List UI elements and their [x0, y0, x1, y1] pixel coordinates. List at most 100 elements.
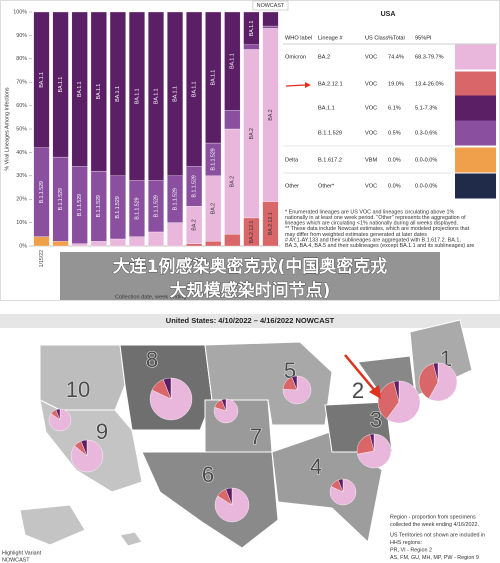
y-tick-label: 70%	[16, 80, 27, 86]
hawaii-shape	[119, 531, 143, 547]
pie-slice	[428, 362, 458, 402]
bar-segment	[71, 11, 88, 167]
table-cell: VOC	[365, 105, 377, 111]
side-label: Highlight Variant	[2, 550, 42, 556]
bar-segment	[224, 234, 241, 247]
footnote-line: # AY.1-AY.133 and their sublineages are …	[285, 237, 461, 243]
segment-label: BA.2	[211, 203, 217, 214]
color-swatch	[455, 44, 496, 70]
pie-slice	[55, 408, 61, 421]
bar-segment	[148, 231, 164, 247]
pie-slice	[225, 487, 233, 506]
segment-label: BA.2.12.1	[249, 220, 255, 243]
table-cell: BA.2.12.1	[318, 81, 343, 87]
table-cell: 5.1-7.3%	[415, 105, 437, 111]
segment-label: B.1.1.529	[115, 196, 121, 218]
table-cell: VOC	[365, 130, 377, 136]
y-tick-label: 0%	[19, 243, 27, 249]
table-cell: 13.4-26.0%	[415, 81, 444, 87]
segment-label: B.1.1.529	[58, 188, 64, 210]
pie-slice	[418, 363, 439, 399]
y-tick-label: 50%	[16, 126, 27, 132]
bar-segment	[109, 238, 126, 247]
banner-line: 大连1例感染奥密克戎(中国奥密克戎	[113, 256, 388, 277]
region-number: 3	[370, 407, 382, 432]
bar-segment	[186, 243, 203, 247]
column-header: Lineage #	[318, 35, 343, 41]
table-cell: Other	[285, 183, 299, 189]
footnote-line: BA.3, BA.4, BA.5 and their sublineages (…	[285, 243, 474, 249]
region-shape	[141, 451, 279, 549]
bar-segment	[262, 25, 279, 29]
segment-label: BA.1.1	[153, 88, 159, 104]
column-header: WHO label	[285, 35, 312, 41]
annotation-box	[252, 0, 289, 11]
bar-segment	[167, 222, 184, 247]
bar-segment	[33, 11, 50, 148]
bar-chart: % Viral Lineages Among Infections 0% 10% 20…	[4, 0, 289, 300]
region-number: 10	[66, 377, 90, 402]
segment-label: B.1.1.529	[77, 194, 83, 216]
segment-label: BA.1.1	[172, 86, 178, 102]
table-cell: B.1.617.2	[318, 157, 342, 163]
table-cell: 6.1%	[388, 105, 401, 111]
table-arrow	[285, 84, 307, 87]
footnote-line: may differ from weighted estimates gener…	[285, 232, 427, 238]
highlight-arrow	[344, 354, 377, 393]
bar-segment	[128, 236, 145, 247]
bar-segment	[71, 243, 88, 247]
segment-label: BA.1.1	[192, 81, 198, 97]
table-cell: 0.0%	[388, 183, 401, 189]
footnote-line: lineages which are circulating <1% natio…	[285, 221, 458, 227]
region-number: 4	[310, 454, 322, 479]
pie-slice	[377, 381, 400, 420]
segment-label: BA.2	[268, 109, 274, 120]
table-cell: VOC	[365, 183, 377, 189]
footnotes: * Enumerated lineages are US VOC and lin…	[285, 209, 474, 249]
color-swatch	[455, 173, 496, 199]
pie-slice	[386, 380, 421, 424]
y-tick-label: 10%	[16, 220, 27, 226]
legend-line: HHS regions:	[390, 540, 422, 546]
segment-label: B.1.1.529	[96, 195, 102, 217]
segment-label: BA.1.1	[211, 70, 217, 86]
table-title: USA	[381, 11, 396, 18]
region-number: 2	[352, 378, 364, 403]
segment-label: B.1.1.529	[211, 148, 217, 170]
segment-label: BA.1.1	[249, 20, 255, 36]
bar-segment	[148, 11, 164, 181]
legend-line: collected the week ending 4/16/2022.	[390, 522, 479, 528]
table-cell: VOC	[365, 81, 377, 87]
bar-segment	[224, 11, 241, 111]
column-header: 95%PI	[415, 35, 432, 41]
overlay-band	[60, 252, 440, 300]
map-header	[0, 314, 500, 328]
pie-slice	[393, 380, 400, 403]
table-cell: VBM	[365, 157, 377, 163]
footnote-line: * Enumerated lineages are US VOC and lin…	[285, 209, 455, 215]
bar-segment	[186, 11, 203, 167]
table-cell: 0.0%	[388, 157, 401, 163]
bar-segment	[33, 236, 50, 247]
column-header: %Total	[388, 35, 405, 41]
pie-slice	[291, 375, 298, 391]
bar-segment	[52, 11, 69, 158]
region-number: 8	[146, 347, 158, 372]
table-cell: 74.4%	[388, 54, 404, 60]
bar-segment	[90, 11, 107, 172]
segment-label: BA.1.1	[134, 88, 140, 104]
bar-segment	[205, 11, 222, 144]
table-cell: 0.3-0.6%	[415, 130, 437, 136]
bar-segment	[243, 11, 260, 45]
bar-segment	[128, 11, 145, 181]
y-tick-label: 20%	[16, 197, 27, 203]
table-cell: 0.0-0.0%	[415, 157, 437, 163]
table-cell: 19.0%	[388, 81, 404, 87]
legend-line: PR, VI - Region 2	[390, 547, 432, 553]
legend-line: Region - proportion from specimens	[390, 514, 476, 520]
annotation: NOWCAST	[257, 3, 285, 9]
y-axis-label: % Viral Lineages Among Infections	[4, 87, 10, 171]
bar-segment	[243, 44, 260, 50]
bar-segment	[52, 241, 69, 247]
